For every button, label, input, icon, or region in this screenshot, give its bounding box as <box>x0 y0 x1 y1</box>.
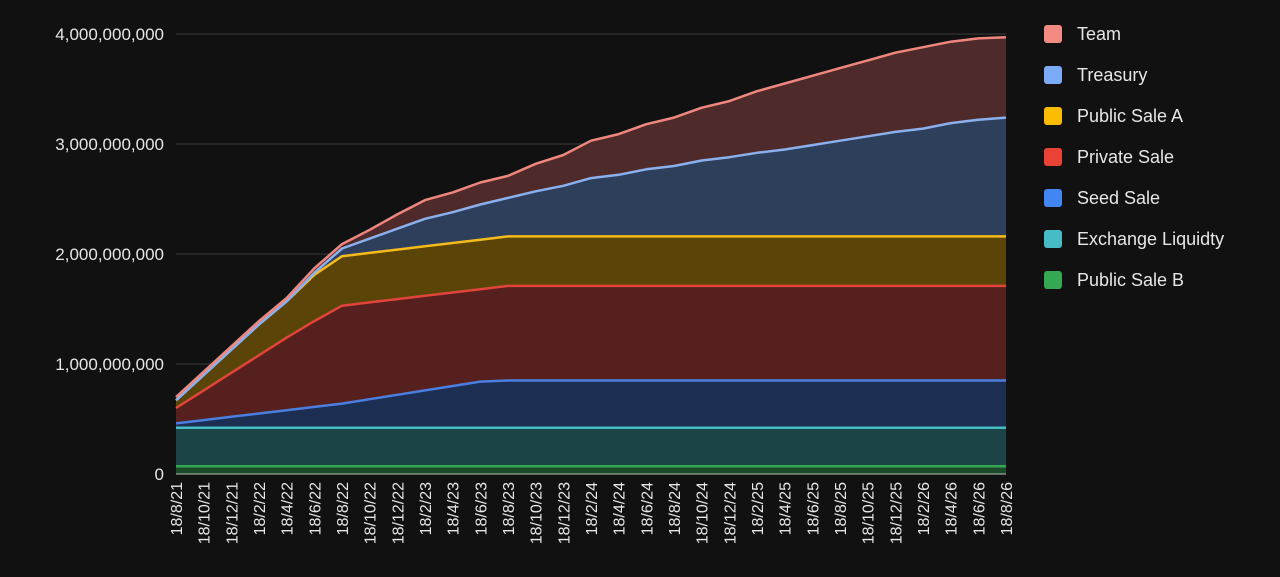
x-tick-label: 18/10/22 <box>363 482 380 544</box>
x-tick-label: 18/4/22 <box>280 482 297 535</box>
y-tick-label: 0 <box>155 465 164 484</box>
x-tick-label: 18/6/22 <box>307 482 324 535</box>
legend-item-team[interactable]: Team <box>1044 24 1121 44</box>
x-tick-label: 18/4/23 <box>446 482 463 535</box>
axes: 0 1,000,000,000 2,000,000,000 3,000,000,000… <box>55 25 1016 544</box>
legend-swatch <box>1044 148 1062 166</box>
series-areas <box>176 37 1006 474</box>
legend-label: Public Sale B <box>1077 270 1184 290</box>
x-tick-label: 18/8/26 <box>999 482 1016 535</box>
x-tick-label: 18/6/25 <box>805 482 822 535</box>
area-seed-sale <box>176 380 1006 428</box>
x-tick-label: 18/2/25 <box>750 482 767 535</box>
legend-item-public-sale-b[interactable]: Public Sale B <box>1044 270 1184 290</box>
x-tick-label: 18/4/24 <box>612 482 629 535</box>
legend-item-public-sale-a[interactable]: Public Sale A <box>1044 106 1183 126</box>
x-tick-label: 18/12/24 <box>722 482 739 544</box>
legend-label: Private Sale <box>1077 147 1174 167</box>
legend[interactable]: Team Treasury Public Sale A Private Sale See… <box>1044 24 1224 290</box>
x-tick-label: 18/10/23 <box>529 482 546 544</box>
area-treasury <box>176 117 1006 401</box>
series-lines <box>175 36 1007 468</box>
legend-label: Exchange Liquidty <box>1077 229 1224 249</box>
area-public-sale-b <box>176 466 1006 474</box>
legend-swatch <box>1044 107 1062 125</box>
legend-swatch <box>1044 230 1062 248</box>
x-tick-label: 18/8/24 <box>667 482 684 535</box>
x-tick-label: 18/2/24 <box>584 482 601 535</box>
x-tick-label: 18/10/24 <box>695 482 712 544</box>
area-public-sale-a <box>176 236 1006 408</box>
legend-item-treasury[interactable]: Treasury <box>1044 65 1147 85</box>
legend-swatch <box>1044 25 1062 43</box>
x-tick-label: 18/4/25 <box>778 482 795 535</box>
legend-item-private-sale[interactable]: Private Sale <box>1044 147 1174 167</box>
x-tick-label: 18/8/23 <box>501 482 518 535</box>
area-private-sale <box>176 285 1006 424</box>
x-tick-label: 18/6/24 <box>639 482 656 535</box>
line-team <box>175 36 1007 398</box>
x-tick-label: 18/12/21 <box>224 482 241 544</box>
x-tick-label: 18/2/23 <box>418 482 435 535</box>
area-team <box>176 37 1006 401</box>
legend-label: Public Sale A <box>1077 106 1183 126</box>
x-tick-label: 18/8/21 <box>169 482 186 535</box>
area-exchange-liquidty <box>176 427 1006 467</box>
legend-swatch <box>1044 271 1062 289</box>
y-tick-label: 3,000,000,000 <box>55 135 164 154</box>
x-tick-label: 18/6/26 <box>971 482 988 535</box>
legend-label: Seed Sale <box>1077 188 1160 208</box>
legend-swatch <box>1044 189 1062 207</box>
line-seed-sale <box>175 379 1006 425</box>
x-tick-label: 18/2/26 <box>916 482 933 535</box>
x-tick-label: 18/12/22 <box>390 482 407 544</box>
legend-label: Team <box>1077 24 1121 44</box>
legend-item-exchange-liquidty[interactable]: Exchange Liquidty <box>1044 229 1224 249</box>
legend-swatch <box>1044 66 1062 84</box>
x-tick-label: 18/2/22 <box>252 482 269 535</box>
x-tick-label: 18/8/22 <box>335 482 352 535</box>
x-tick-label: 18/12/25 <box>888 482 905 544</box>
x-tick-label: 18/10/25 <box>861 482 878 544</box>
legend-item-seed-sale[interactable]: Seed Sale <box>1044 188 1160 208</box>
y-tick-label: 1,000,000,000 <box>55 355 164 374</box>
x-tick-label: 18/8/25 <box>833 482 850 535</box>
line-treasury <box>175 116 1007 402</box>
line-public-sale-a <box>175 235 1006 402</box>
x-tick-label: 18/12/23 <box>556 482 573 544</box>
line-private-sale <box>175 284 1006 410</box>
x-tick-label: 18/10/21 <box>197 482 214 544</box>
y-tick-label: 2,000,000,000 <box>55 245 164 264</box>
y-tick-label: 4,000,000,000 <box>55 25 164 44</box>
x-tick-label: 18/6/23 <box>473 482 490 535</box>
legend-label: Treasury <box>1077 65 1147 85</box>
x-tick-label: 18/4/26 <box>944 482 961 535</box>
